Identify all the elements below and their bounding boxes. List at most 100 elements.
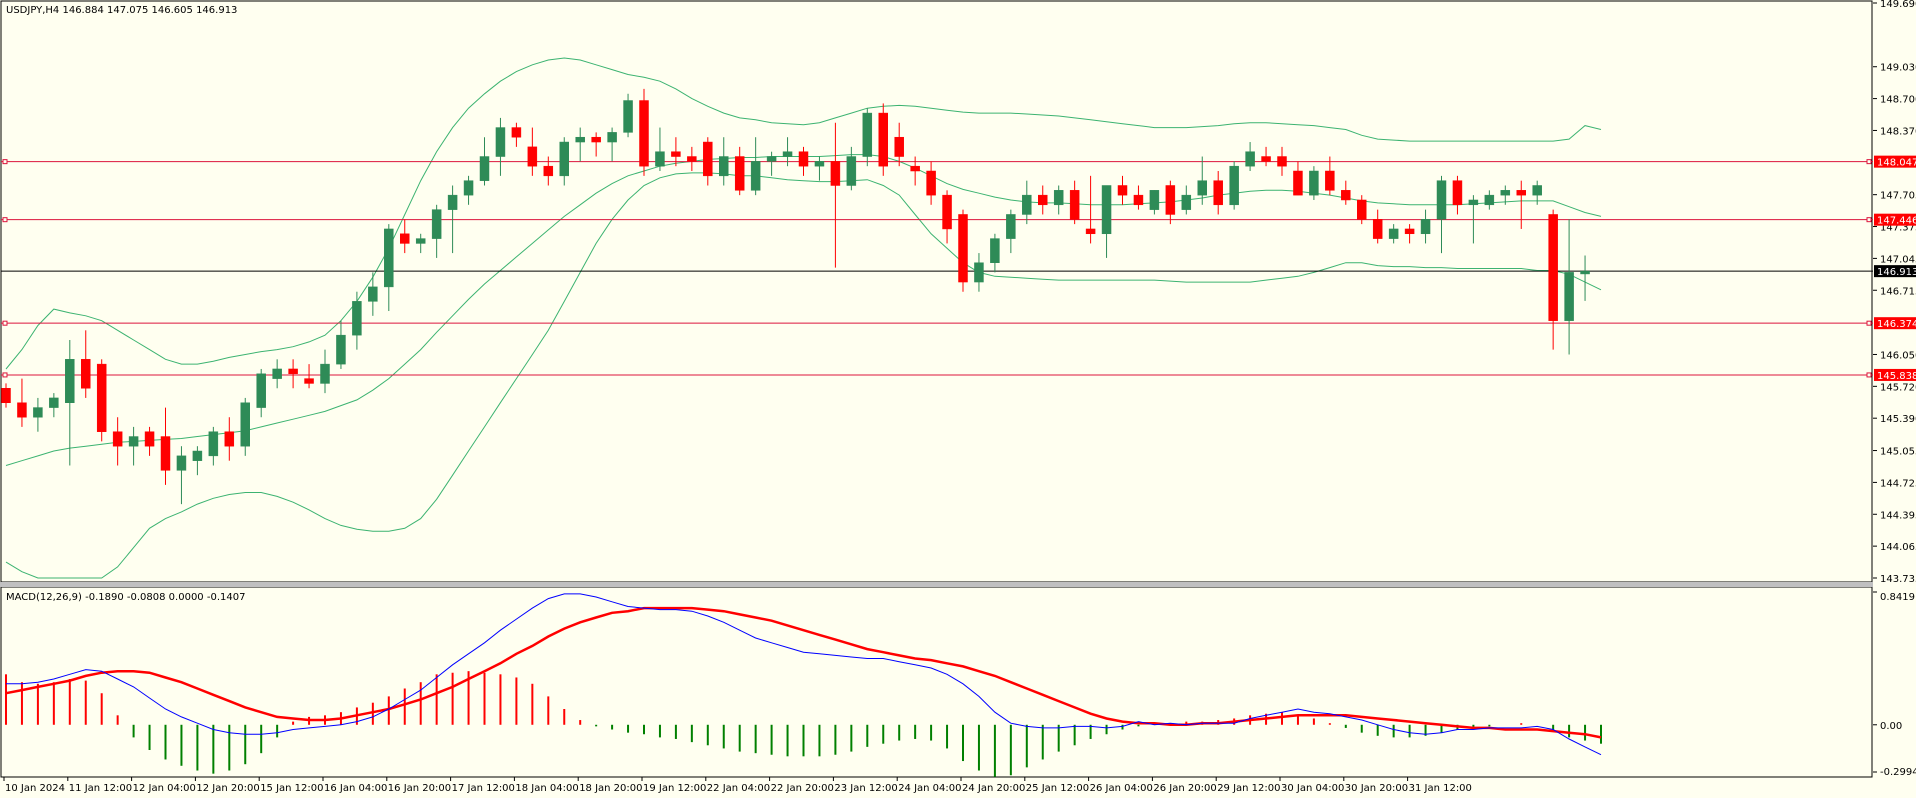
candle-body (527, 146, 538, 167)
candle-body (1245, 151, 1255, 167)
candle-body (734, 156, 745, 191)
level-anchor-0[interactable] (2, 159, 8, 165)
candle-body (352, 301, 362, 336)
candle-body (447, 194, 458, 210)
candle-body (607, 132, 617, 143)
time-tick-label: 30 Jan 04:00 (1281, 783, 1344, 794)
candle-body (384, 228, 394, 288)
candle-body (591, 136, 601, 143)
candle-body (1085, 228, 1096, 235)
candle-body (1101, 185, 1112, 235)
candle-body (144, 431, 155, 447)
candle-body (1261, 156, 1271, 162)
candle-body (400, 233, 410, 244)
time-tick-label: 16 Jan 04:00 (324, 783, 387, 794)
level-anchor-2[interactable] (2, 320, 8, 326)
candle-body (463, 180, 474, 196)
candle-body (559, 141, 569, 177)
candlesticks (1, 88, 1590, 505)
candle-body (495, 127, 506, 157)
level-anchor-right-1[interactable] (1866, 217, 1872, 223)
candle-body (1420, 219, 1431, 235)
candle-body (1277, 156, 1287, 167)
price-tick-label: 148.370 (1880, 126, 1916, 137)
time-tick-label: 11 Jan 12:00 (69, 783, 132, 794)
candle-body (1341, 190, 1351, 201)
candle-body (1388, 228, 1399, 239)
candle-body (256, 373, 266, 408)
time-tick-label: 19 Jan 12:00 (643, 783, 706, 794)
price-tick-label: 144.065 (1880, 542, 1916, 553)
candle-body (1452, 180, 1463, 206)
candle-body (1006, 214, 1016, 239)
time-tick-label: 30 Jan 20:00 (1345, 783, 1408, 794)
price-tick-label: 146.715 (1880, 286, 1916, 297)
price-tick-label: 147.705 (1880, 191, 1916, 202)
level-anchor-right-0[interactable] (1866, 159, 1872, 165)
candle-body (990, 238, 1000, 263)
candle-body (304, 378, 314, 384)
candle-body (782, 151, 793, 157)
chart-header: USDJPY,H4 146.884 147.075 146.605 146.91… (6, 5, 237, 16)
candle-body (703, 141, 713, 177)
time-tick-label: 18 Jan 04:00 (515, 783, 578, 794)
candle-body (639, 100, 649, 167)
candle-body (176, 455, 187, 471)
candle-body (368, 286, 378, 302)
candle-body (910, 165, 920, 172)
candle-body (65, 359, 75, 403)
candle-body (431, 209, 442, 239)
time-tick-label: 25 Jan 12:00 (1026, 783, 1089, 794)
level-anchor-right-3[interactable] (1866, 372, 1872, 378)
price-tick-label: 145.390 (1880, 414, 1916, 425)
candle-body (1532, 185, 1542, 196)
level-anchor-1[interactable] (2, 217, 8, 223)
candle-body (671, 151, 681, 157)
time-tick-label: 22 Jan 20:00 (771, 783, 834, 794)
time-tick-label: 23 Jan 12:00 (834, 783, 897, 794)
price-tick-label: 147.375 (1880, 223, 1916, 234)
time-axis: 10 Jan 2024 11 Jan 12:00 12 Jan 04:00 12 Ja… (3, 777, 1472, 794)
macd-lines (5, 593, 1602, 756)
horizontal-levels[interactable] (1, 159, 1873, 378)
price-tick-label: 145.720 (1880, 382, 1916, 393)
candle-body (128, 436, 139, 447)
candle-body (862, 112, 873, 157)
macd-tick-label: 0.8419 (1880, 592, 1915, 603)
candle-body (96, 363, 107, 432)
level-tag-0: 148.047 (1877, 158, 1916, 169)
candle-body (926, 170, 936, 196)
candle-body (830, 161, 841, 186)
candle-body (1404, 228, 1415, 235)
time-tick-label: 26 Jan 04:00 (1090, 783, 1153, 794)
level-tag-1: 147.446 (1877, 216, 1916, 227)
candle-body (1309, 170, 1319, 196)
candle-body (1053, 190, 1064, 206)
candle-body (974, 262, 984, 283)
time-tick-label: 12 Jan 04:00 (133, 783, 196, 794)
candle-body (511, 127, 522, 138)
candle-body (1500, 190, 1511, 196)
candle-body (1516, 190, 1526, 196)
candle-body (1149, 190, 1160, 210)
candle-body (1357, 199, 1367, 220)
bollinger-upper-line (5, 57, 1602, 370)
price-tags: 148.047 147.446 146.374 145.838 146.913 (1874, 155, 1916, 382)
macd-main-line (6, 593, 1602, 756)
price-tick-label: 146.050 (1880, 350, 1916, 361)
candle-body (1165, 185, 1176, 215)
macd-axis: 0.8419 0.00 -0.2994 (1873, 591, 1916, 778)
level-tag-2-bg (1874, 317, 1916, 330)
level-anchor-right-2[interactable] (1866, 320, 1872, 326)
candle-body (766, 156, 777, 162)
level-anchor-3[interactable] (2, 372, 8, 378)
candle-body (1580, 270, 1590, 275)
candle-body (1484, 194, 1495, 206)
price-tick-label: 144.395 (1880, 510, 1916, 521)
candle-body (814, 161, 825, 167)
candle-body (750, 161, 761, 191)
time-tick-label: 17 Jan 12:00 (452, 783, 515, 794)
level-tag-0-bg (1874, 155, 1916, 168)
candle-body (1372, 219, 1383, 239)
